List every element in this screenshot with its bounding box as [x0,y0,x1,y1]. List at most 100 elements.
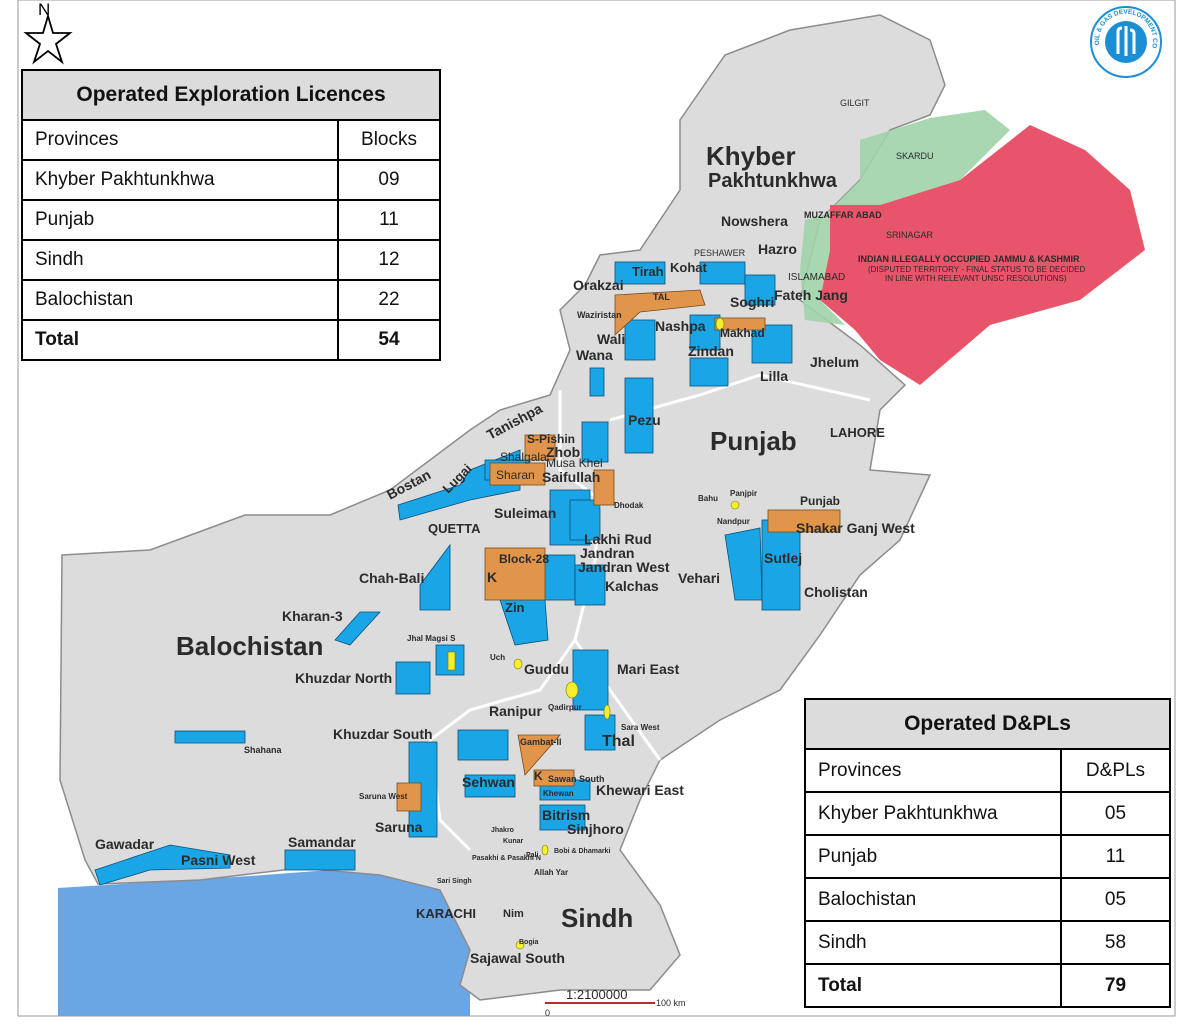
block-sehwan [464,774,516,798]
province-label-balochistan: Balochistan [176,631,323,661]
field-bogia [515,940,525,950]
block-saruna-west [396,782,422,812]
scale-end-label: 100 km [656,998,686,1008]
disputed-line2: IN LINE WITH RELEVANT UNSC RESOLUTIONS) [885,274,1067,283]
label-soghri: Soghri [730,294,774,310]
label-dhodak: Dhodak [614,501,644,510]
label-saruna: Saruna [375,819,423,835]
label-zin: Zin [505,600,525,615]
label-panjpir: Panjpir [730,489,757,498]
label-cholistan: Cholistan [804,584,868,600]
province-name: Sindh [21,239,339,281]
label-lakhi-rud: Lakhi Rud [584,531,652,547]
block-bitrism [539,804,586,831]
label-shalgala: Shalgala [500,450,547,464]
dpl-col-provinces: Provinces [804,748,1062,793]
label-wali: Wali [597,331,625,347]
label-khewari-east: Khewari East [596,782,684,798]
table-row: Khyber Pakhtunkhwa 09 [21,159,441,201]
label-bahu: Bahu [698,494,718,503]
disputed-title: INDIAN ILLEGALLY OCCUPIED JAMMU & KASHMI… [858,254,1080,264]
label-shahana: Shahana [244,745,283,755]
label-samandar: Samandar [288,834,356,850]
table-row: Balochistan 22 [21,279,441,321]
label-musa-khel: Musa Khel [546,456,603,470]
label-kunar: Kunar [503,838,524,845]
total-value: 79 [1060,963,1171,1008]
province-label-punjab: Punjab [710,426,797,456]
label-pali: Pali [526,852,539,859]
block-tal [614,289,706,336]
dpl-table: Operated D&PLs Provinces D&PLs Khyber Pa… [804,698,1171,1008]
total-label: Total [21,319,339,361]
block-jandran [539,554,576,601]
dpl-count: 05 [1060,877,1171,922]
block-hazro [744,274,776,306]
scale-ratio: 1:2100000 [566,987,627,1002]
label-punjab-block: Punjab [800,494,840,508]
table-total-row: Total 79 [804,963,1171,1008]
block-kalchas [574,564,606,606]
label-sutlej: Sutlej [764,550,802,566]
label-k-small: K [534,769,543,783]
block-samandar [284,849,356,871]
label-kharan-3: Kharan-3 [282,608,343,624]
table-row: Khyber Pakhtunkhwa 05 [804,791,1171,836]
label-nashpa: Nashpa [655,318,706,334]
dpl-blocks [396,289,841,812]
city-karachi: KARACHI [416,906,476,921]
label-tirah: Tirah [632,264,664,279]
exploration-blocks [94,261,801,886]
label-sehwan: Sehwan [462,774,515,790]
city-quetta: QUETTA [428,521,481,536]
label-pasakhi: Pasakhi & Pasakhi N [472,855,541,862]
block-khuzdar-north [395,661,431,695]
label-uch: Uch [490,653,505,662]
label-jhal-magsi: Jhal Magsi S [407,634,456,643]
block-lilla [751,324,793,364]
block-s-pishin [524,434,556,461]
block-punjab [767,509,841,533]
block-pezu [624,377,654,454]
ajk-region [800,210,845,325]
label-orakzai: Orakzai [573,277,624,293]
label-zhob: Zhob [546,444,580,460]
dpl-col-dpls: D&PLs [1060,748,1171,793]
table-row: Sindh 12 [21,239,441,281]
label-sawan-south: Sawan South [548,774,605,784]
block-lakhi-rud [569,499,601,541]
block-sutlej [761,519,801,611]
label-s-pishin: S-Pishin [527,432,575,446]
label-bitrism: Bitrism [542,807,590,823]
label-mari-east: Mari East [617,661,680,677]
province-name: Balochistan [21,279,339,321]
label-ranipur: Ranipur [489,703,542,719]
province-name: Punjab [21,199,339,241]
label-shakar-ganj-west: Shakar Ganj West [796,520,915,536]
label-sari-singh: Sari Singh [437,878,472,885]
disputed-line1: (DISPUTED TERRITORY - FINAL STATUS TO BE… [868,265,1085,274]
label-nandpur: Nandpur [717,517,750,526]
province-label-sindh: Sindh [561,903,633,933]
block-count: 12 [337,239,441,281]
province-name: Khyber Pakhtunkhwa [804,791,1062,836]
province-name: Khyber Pakhtunkhwa [21,159,339,201]
label-fateh-jang: Fateh Jang [774,287,848,303]
block-mari-east [572,649,609,711]
block-count: 11 [337,199,441,241]
block-shahana [174,730,246,744]
block-pasni-west [94,844,231,886]
province-label-kp-line1: Khyber [706,141,796,171]
block-count: 09 [337,159,441,201]
exploration-licences-table: Operated Exploration Licences Provinces … [21,69,441,361]
label-hazro: Hazro [758,241,797,257]
label-pasni-west: Pasni West [181,852,256,868]
north-arrow: N [23,0,73,65]
label-sharan: Sharan [496,468,535,482]
city-srinagar: SRINAGAR [886,230,934,240]
province-name: Punjab [804,834,1062,879]
block-zindan [689,357,729,387]
gilgit-baltistan-region [820,110,1010,220]
label-khewan: Khewan [543,789,574,798]
